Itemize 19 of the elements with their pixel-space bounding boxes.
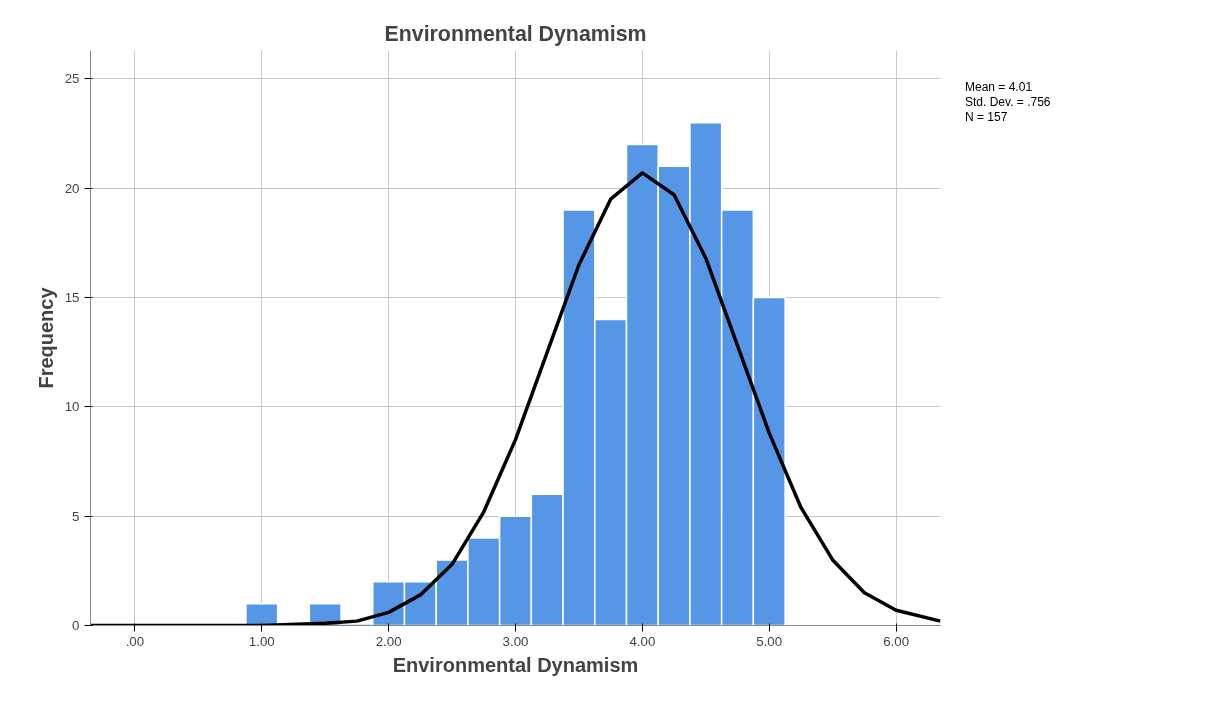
x-tick-label: 6.00: [883, 633, 910, 649]
chart-title: Environmental Dynamism: [384, 21, 647, 46]
y-tick-label: 25: [64, 71, 80, 87]
y-tick-label: 20: [64, 180, 80, 196]
x-tick-label: 3.00: [502, 633, 529, 649]
y-axis-title: Frequency: [34, 286, 57, 389]
text: Mean = 4.01: [965, 80, 1033, 94]
x-tick-label: 5.00: [756, 633, 783, 649]
y-tick-label: 15: [64, 290, 80, 306]
x-axis-title: Environmental Dynamism: [392, 653, 639, 676]
y-tick-label: 0: [72, 618, 80, 633]
text: N = 157: [965, 110, 1008, 124]
x-tick-label: .00: [125, 633, 145, 649]
x-tick-label: 4.00: [629, 633, 656, 649]
x-tick-label: 2.00: [375, 633, 402, 649]
y-tick-label: 10: [64, 399, 80, 415]
text: Std. Dev. = .756: [965, 95, 1051, 109]
x-tick-label: 1.00: [248, 633, 275, 649]
y-tick-label: 5: [72, 508, 80, 524]
